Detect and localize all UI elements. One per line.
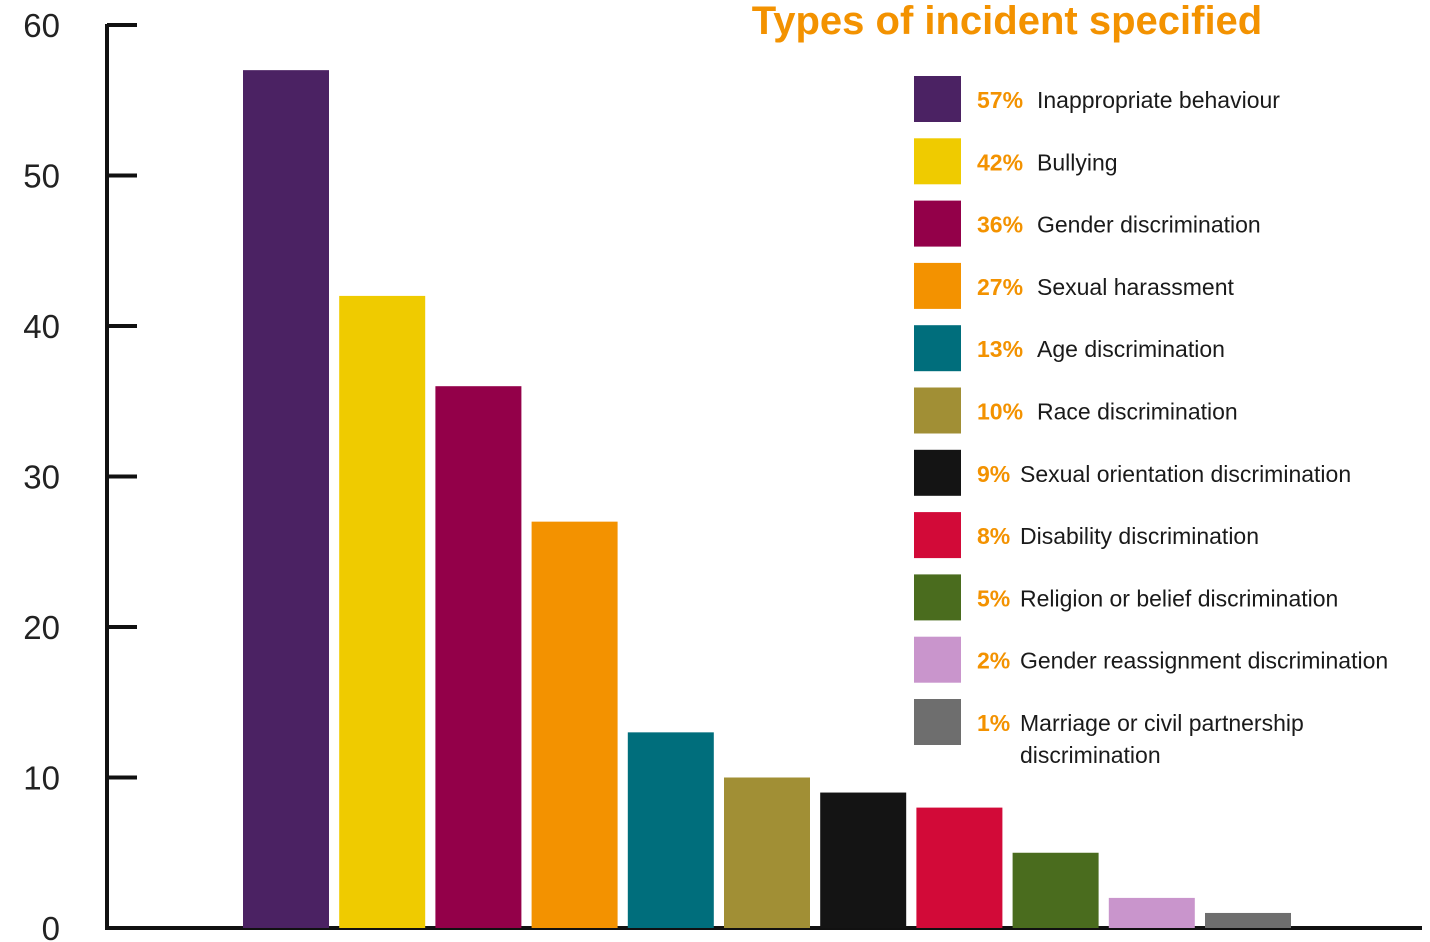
legend-swatch — [914, 325, 961, 372]
legend-item: 42% Bullying — [914, 138, 1118, 185]
legend-percent: 57% — [977, 87, 1023, 113]
bar-gender-discrimination — [435, 386, 522, 928]
y-tick-label: 50 — [23, 158, 60, 195]
legend-swatch — [914, 512, 961, 559]
legend-percent: 5% — [977, 585, 1010, 611]
legend-item: 57% Inappropriate behaviour — [914, 76, 1280, 122]
legend-swatch — [914, 200, 961, 247]
legend-percent: 27% — [977, 274, 1023, 300]
legend-item: 10% Race discrimination — [914, 387, 1238, 434]
legend-percent: 13% — [977, 336, 1023, 362]
legend-label: Inappropriate behaviour — [1037, 87, 1280, 113]
legend-percent: 8% — [977, 523, 1010, 549]
legend-item: 8% Disability discrimination — [914, 512, 1259, 559]
legend-percent: 9% — [977, 461, 1010, 487]
legend-swatch — [914, 699, 961, 745]
legend-label: Age discrimination — [1037, 336, 1225, 362]
legend-label: Bullying — [1037, 149, 1118, 175]
legend-label: Gender reassignment discrimination — [1020, 648, 1388, 674]
legend-label: Sexual orientation discrimination — [1020, 461, 1351, 487]
y-tick-label: 30 — [23, 459, 60, 496]
legend-percent: 2% — [977, 648, 1010, 674]
legend-swatch — [914, 387, 961, 434]
legend-item: 2% Gender reassignment discrimination — [914, 636, 1388, 683]
y-tick-label: 20 — [23, 609, 60, 646]
legend-percent: 1% — [977, 710, 1010, 736]
bar-age-discrimination — [627, 732, 714, 928]
legend-label: Disability discrimination — [1020, 523, 1259, 549]
bar-inappropriate-behaviour — [243, 70, 329, 928]
legend: 57% Inappropriate behaviour 42% Bullying 36%… — [914, 76, 1388, 768]
legend-percent: 10% — [977, 399, 1023, 425]
legend-item: 36% Gender discrimination — [914, 200, 1261, 247]
legend-item: 5% Religion or belief discrimination — [914, 574, 1338, 621]
y-tick-label: 60 — [23, 7, 60, 44]
legend-percent: 42% — [977, 149, 1023, 175]
bar-sexual-harassment — [531, 521, 618, 928]
legend-label: Gender discrimination — [1037, 212, 1261, 238]
legend-swatch — [914, 636, 961, 683]
legend-item: 27% Sexual harassment — [914, 262, 1234, 309]
bar-disability-discrimination — [916, 807, 1003, 928]
chart-title: Types of incident specified — [752, 0, 1262, 43]
bar-religion-or-belief-discrimination — [1012, 852, 1099, 928]
legend-label-line: Marriage or civil partnership — [1020, 710, 1304, 736]
y-tick-label: 0 — [42, 910, 60, 942]
y-tick-label: 40 — [23, 308, 60, 345]
legend-item: 13% Age discrimination — [914, 325, 1225, 372]
bar-marriage-or-civil-partnership-discrimination — [1205, 912, 1291, 928]
legend-label: Sexual harassment — [1037, 274, 1234, 300]
legend-label: Race discrimination — [1037, 399, 1238, 425]
legend-swatch — [914, 574, 961, 621]
legend-swatch — [914, 262, 961, 309]
legend-swatch — [914, 138, 961, 185]
bars-group — [243, 70, 1291, 928]
legend-item: 1% Marriage or civil partnership discrimin… — [914, 699, 1304, 768]
bar-gender-reassignment-discrimination — [1108, 897, 1195, 928]
legend-label: Religion or belief discrimination — [1020, 585, 1338, 611]
bar-bullying — [339, 295, 426, 928]
legend-item: 9% Sexual orientation discrimination — [914, 449, 1351, 496]
legend-swatch — [914, 449, 961, 496]
legend-swatch — [914, 76, 961, 122]
y-tick-label: 10 — [23, 760, 60, 797]
bar-sexual-orientation-discrimination — [820, 792, 907, 928]
bar-race-discrimination — [724, 777, 810, 928]
legend-percent: 36% — [977, 212, 1023, 238]
legend-label-line: discrimination — [1020, 742, 1161, 768]
